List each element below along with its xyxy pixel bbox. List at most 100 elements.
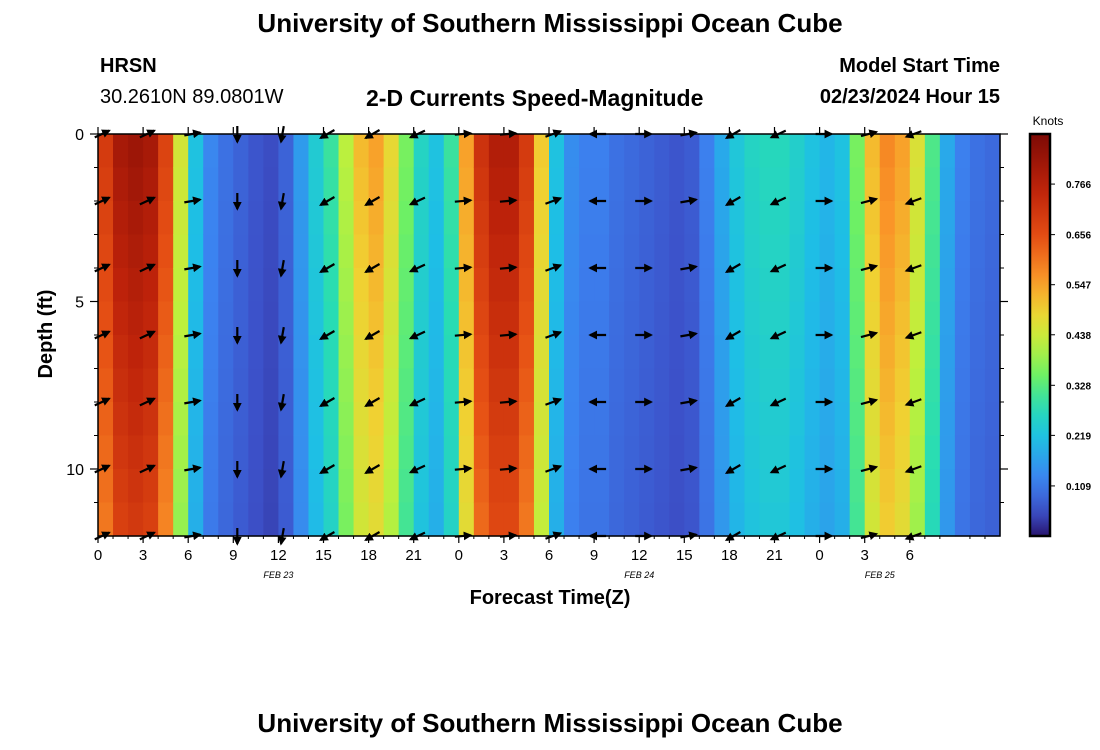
heatmap-cell (774, 134, 791, 169)
heatmap-cell (218, 435, 234, 470)
heatmap-cell (624, 301, 640, 336)
heatmap-cell (113, 234, 129, 269)
heatmap-cell (549, 368, 565, 403)
heatmap-cell (639, 469, 655, 504)
heatmap-cell (684, 469, 700, 504)
heatmap-cell (834, 502, 851, 537)
heatmap-cell (113, 134, 129, 169)
heatmap-cell (624, 435, 640, 470)
heatmap-cell (353, 402, 370, 437)
current-vector-arrow (319, 263, 335, 273)
heatmap-cell (308, 435, 325, 470)
heatmap-cell (714, 167, 730, 202)
heatmap-cell (639, 301, 655, 336)
heatmap-cell (864, 301, 881, 336)
heatmap-cell (699, 234, 715, 269)
heatmap-cell (263, 134, 279, 169)
colorbar-tick-label: 0.547 (1066, 281, 1091, 292)
heatmap-cell (759, 167, 776, 202)
chart-title: University of Southern Mississippi Ocean… (257, 8, 843, 38)
heatmap-cell (879, 469, 896, 504)
heatmap-cell (308, 402, 325, 437)
heatmap-cell (879, 335, 896, 370)
x-tick-label: 0 (455, 547, 463, 564)
heatmap-cell (594, 201, 610, 236)
heatmap-cell (428, 469, 445, 504)
heatmap-cell (819, 435, 836, 470)
heatmap-cell (248, 301, 264, 336)
heatmap-cell (804, 469, 821, 504)
heatmap-cell (654, 167, 670, 202)
heatmap-cell (834, 201, 851, 236)
heatmap-cell (669, 201, 685, 236)
current-vector-arrow (499, 397, 518, 407)
heatmap-cell (759, 402, 776, 437)
heatmap-cell (969, 502, 986, 537)
heatmap-cell (579, 234, 595, 269)
heatmap-cell (834, 469, 851, 504)
heatmap-cell (744, 201, 761, 236)
heatmap-cell (398, 167, 415, 202)
heatmap-cell (218, 268, 234, 303)
heatmap-cell (714, 134, 730, 169)
x-tick-label: 12 (631, 547, 648, 564)
heatmap-cell (924, 301, 941, 336)
heatmap-cell (518, 502, 535, 537)
heatmap-cell (939, 335, 956, 370)
current-vector-arrow (277, 393, 287, 412)
heatmap-cell (714, 402, 730, 437)
heatmap-cell (458, 167, 475, 202)
heatmap-cell (293, 268, 310, 303)
heatmap-cell (594, 268, 610, 303)
heatmap-cell (894, 502, 911, 537)
heatmap-cell (158, 368, 174, 403)
heatmap-cell (804, 234, 821, 269)
heatmap-cell (143, 368, 159, 403)
heatmap-cell (939, 469, 956, 504)
heatmap-cell (413, 335, 430, 370)
heatmap-cell (639, 234, 655, 269)
heatmap-cell (789, 502, 806, 537)
current-vector-arrow (184, 330, 202, 340)
current-vector-arrow (319, 196, 335, 206)
heatmap-cell (368, 201, 385, 236)
heatmap-cell (594, 502, 610, 537)
heatmap-cell (729, 268, 746, 303)
heatmap-cell (909, 402, 926, 437)
heatmap-cell (849, 201, 866, 236)
heatmap-cell (684, 335, 700, 370)
heatmap-cell (579, 502, 595, 537)
current-vector-arrow (319, 464, 335, 474)
heatmap-cell (879, 402, 896, 437)
heatmap-cell (864, 502, 881, 537)
current-vector-arrow (545, 263, 563, 272)
heatmap-cell (503, 368, 520, 403)
heatmap-cell (564, 134, 580, 169)
heatmap-cell (158, 167, 174, 202)
heatmap-cell (383, 234, 400, 269)
current-vector-arrow (545, 397, 563, 406)
heatmap-cell (248, 201, 264, 236)
heatmap-cell (278, 167, 295, 202)
heatmap-cell (879, 234, 896, 269)
heatmap-cell (849, 502, 866, 537)
heatmap-cell (353, 368, 370, 403)
heatmap-cell (744, 368, 761, 403)
heatmap-cell (98, 268, 114, 303)
heatmap-cell (939, 368, 956, 403)
heatmap-cell (98, 502, 114, 537)
heatmap-cell (864, 167, 881, 202)
heatmap-cell (924, 134, 941, 169)
heatmap-cell (293, 435, 310, 470)
heatmap-cell (579, 167, 595, 202)
heatmap-cell (954, 469, 971, 504)
heatmap-cell (368, 502, 385, 537)
heatmap-cell (443, 435, 460, 470)
station-coordinates: 30.2610N 89.0801W (100, 86, 284, 108)
heatmap-cell (609, 268, 625, 303)
current-vector-arrow (364, 330, 381, 340)
heatmap-cell (699, 435, 715, 470)
heatmap-cell (954, 134, 971, 169)
heatmap-cell (699, 402, 715, 437)
